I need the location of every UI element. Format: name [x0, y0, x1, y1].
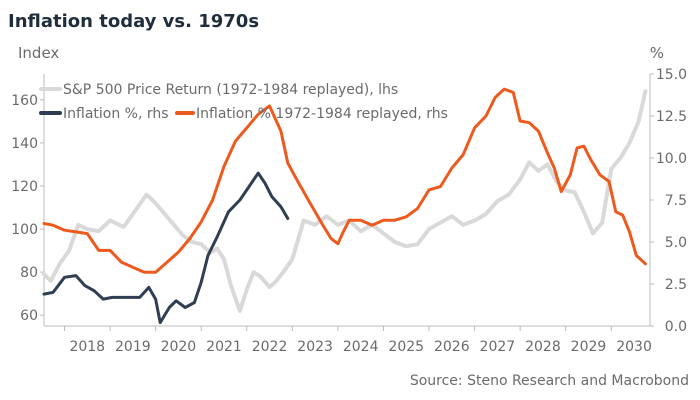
left-axis-label: Index: [18, 44, 59, 62]
legend: S&P 500 Price Return (1972-1984 replayed…: [39, 82, 448, 122]
right-axis-label: %: [650, 44, 664, 62]
x-tick-label: 2027: [480, 339, 516, 355]
x-tick-label: 2028: [525, 339, 561, 355]
right-tick-label: 5.0: [665, 235, 687, 251]
right-tick-label: 12.5: [656, 109, 687, 125]
x-tick-label: 2026: [434, 339, 470, 355]
x-tick-label: 2019: [115, 339, 151, 355]
x-tick-label: 2021: [206, 339, 242, 355]
series-layer: [42, 87, 648, 325]
source-note: Source: Steno Research and Macrobond: [410, 373, 689, 389]
left-tick-label: 100: [11, 222, 38, 238]
right-tick-label: 15.0: [656, 67, 687, 83]
left-tick-label: 140: [11, 136, 38, 152]
x-tick-label: 2029: [571, 339, 607, 355]
right-tick-label: 0.0: [665, 319, 687, 335]
inflation-replayed-line: [42, 87, 647, 274]
x-tick-label: 2022: [252, 339, 288, 355]
axes: 60 80 100 120 140 160 0.0 2.5 5.0 7.5 10.0 12.5 15.0…: [11, 67, 687, 355]
legend-label-inflation: Inflation %, rhs: [63, 106, 169, 122]
x-tick-label: 2018: [69, 339, 105, 355]
legend-label-inflation-replayed: Inflation % 1972-1984 replayed, rhs: [196, 106, 448, 122]
x-tick-label: 2023: [297, 339, 333, 355]
left-tick-label: 120: [11, 179, 38, 195]
left-tick-label: 80: [20, 265, 38, 281]
right-tick-label: 7.5: [665, 193, 687, 209]
x-tick-label: 2024: [343, 339, 379, 355]
x-tick-label: 2020: [161, 339, 197, 355]
legend-label-sp500: S&P 500 Price Return (1972-1984 replayed…: [63, 82, 398, 98]
chart-title: Inflation today vs. 1970s: [8, 11, 259, 32]
sp500-line: [42, 89, 648, 313]
x-tick-label: 2025: [388, 339, 424, 355]
left-tick-label: 60: [20, 308, 38, 324]
left-tick-label: 160: [11, 93, 38, 109]
x-tick-label: 2030: [616, 339, 652, 355]
inflation-line: [42, 171, 290, 325]
right-tick-label: 2.5: [665, 277, 687, 293]
right-tick-label: 10.0: [656, 151, 687, 167]
